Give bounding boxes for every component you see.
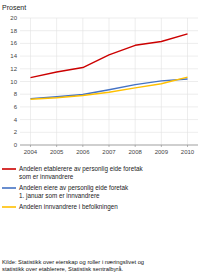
y-tick-label: 10: [10, 79, 17, 85]
y-tick-label: 20: [10, 15, 17, 21]
y-tick-label: 8: [14, 91, 18, 97]
background: [0, 0, 204, 275]
x-tick-label: 2006: [76, 149, 90, 155]
text-line: statistikk over etablerere, Statistisk s…: [2, 266, 124, 272]
legend-entry: Andelen innvandrere i befolkningen: [19, 203, 118, 211]
legend-swatch: [2, 168, 16, 170]
legend-swatch: [2, 206, 16, 208]
x-tick-label: 2007: [102, 149, 116, 155]
legend-entry: Andelen eiere av personlig eide foretak1…: [19, 184, 129, 200]
x-axis-line: [20, 145, 198, 146]
y-tick-label: 14: [10, 53, 17, 59]
series-line: [30, 34, 187, 78]
grid: [20, 18, 198, 145]
grid-line-x: [82, 18, 83, 145]
chart: Prosent 0 2 4 6 8 10 12 14 16 18 20 2004 2005 2006 2007…: [0, 0, 204, 275]
source-note: Kilde: Statistikk over eierskap og rolle…: [2, 259, 144, 273]
series-line: [30, 79, 187, 99]
legend: Andelen etablerere av personlig eide for…: [2, 165, 143, 211]
text-line: Kilde: Statistikk over eierskap og rolle…: [2, 259, 144, 265]
x-tick-label: 2010: [181, 149, 195, 155]
text-line: som er innvandrere: [19, 173, 74, 180]
y-axis-label: Prosent: [2, 4, 26, 11]
x-tick-label: 2009: [155, 149, 169, 155]
y-tick-label: 12: [10, 66, 17, 72]
lines: [30, 34, 187, 99]
series-line: [30, 77, 187, 99]
text-line: 1. januar som er innvandrere: [19, 192, 100, 200]
y-tick-label: 4: [14, 117, 18, 123]
grid-line-x: [109, 18, 110, 145]
x-tick-label: 2005: [50, 149, 64, 155]
x-tick-label: 2008: [128, 149, 142, 155]
text-line: Andelen innvandrere i befolkningen: [19, 203, 118, 211]
y-tick-label: 2: [14, 129, 18, 135]
legend-swatch: [2, 187, 16, 189]
y-tick-label: 18: [10, 28, 17, 34]
y-tick-label: 0: [14, 142, 18, 148]
grid-line-x: [187, 18, 188, 145]
grid-line-x: [30, 18, 31, 145]
legend-entry: Andelen etablerere av personlig eide for…: [19, 165, 143, 180]
y-tick-label: 6: [14, 104, 18, 110]
x-tick-label: 2004: [24, 149, 38, 155]
y-tick-label: 16: [10, 40, 17, 46]
grid-line-x: [56, 18, 57, 145]
grid-line-x: [135, 18, 136, 145]
